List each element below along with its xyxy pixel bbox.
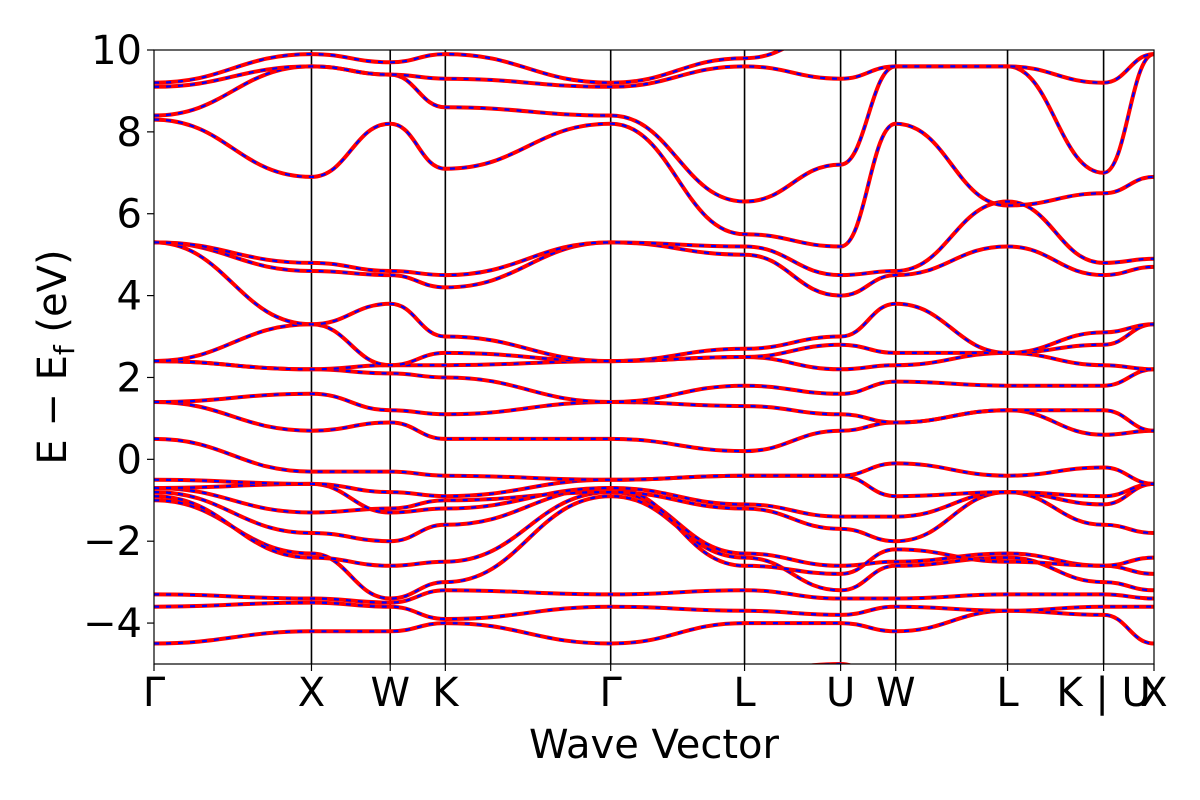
band-line [154,485,1154,576]
band-line [154,50,786,85]
band-lines [154,50,1154,664]
band-line-dashed [154,495,1154,600]
band-line [154,240,1154,364]
y-tick-label: 6 [117,192,142,238]
x-tick-label: K | U [1056,670,1150,716]
band-line-dashed [154,323,1154,367]
band-line-dashed [154,601,1154,621]
y-axis-ticks: −4 −2 0 2 4 6 8 10 [83,28,154,647]
band-line-dashed [154,486,1154,576]
x-tick-label: K [432,670,460,716]
y-tick-label: 4 [117,274,142,320]
band-line-dashed [154,50,784,84]
x-tick-label: Γ [143,670,166,716]
x-tick-label: X [1140,670,1167,716]
band-line-dashed [154,482,1154,518]
band-line-dashed [154,200,1154,277]
x-tick-label: Γ [600,670,623,716]
band-line [154,117,1154,249]
band-line-dashed [154,360,1154,404]
x-axis-label: Wave Vector [529,722,780,768]
band-line [154,199,1154,278]
y-axis-label: E − Ef (eV) [30,249,81,464]
band-line [154,240,1154,298]
y-tick-label: −2 [83,519,142,565]
x-tick-label: W [876,670,916,716]
x-tick-label: W [370,670,410,716]
band-line-dashed [154,53,1154,88]
band-line-dashed [154,589,1154,604]
y-tick-label: 10 [91,28,142,74]
x-tick-label: X [298,670,325,716]
band-line [154,52,1154,89]
band-line-dashed [154,474,1154,498]
band-line-dashed [154,400,1154,453]
y-tick-label: 2 [117,355,142,401]
band-line [154,608,1154,646]
y-tick-label: −4 [83,601,142,647]
plot-frame [153,49,1155,665]
band-line-dashed [154,490,1154,575]
band-line [154,391,1154,433]
x-tick-label: U [826,670,855,716]
band-line-dashed [154,118,1154,248]
band-line-dashed [154,241,1154,363]
x-tick-label: L [996,670,1019,716]
x-tick-label: L [733,670,756,716]
y-tick-label: 8 [117,110,142,156]
y-tick-label: 0 [117,437,142,483]
band-line-dashed [154,241,1154,297]
band-line [154,436,1154,486]
band-line-dashed [154,437,1154,485]
band-line [154,359,1154,405]
